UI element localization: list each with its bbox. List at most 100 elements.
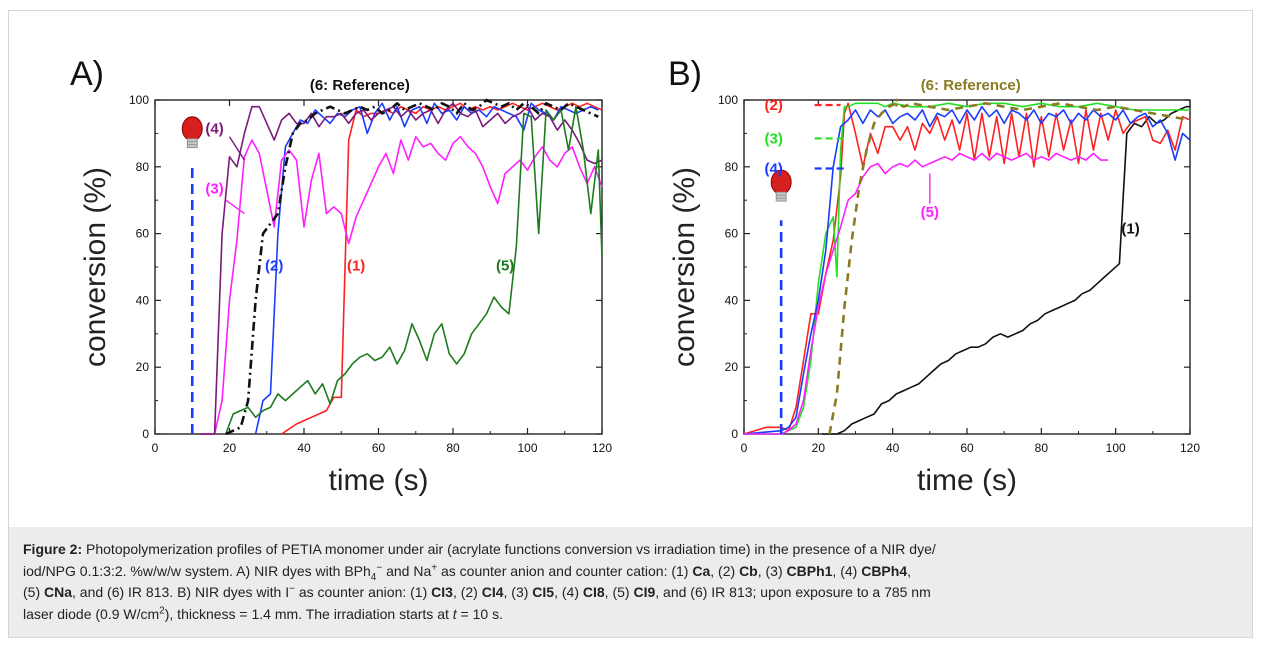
- y-tick-label: 40: [725, 293, 739, 307]
- caption-text-2b: and Na: [382, 562, 432, 579]
- series-annotation: (4): [765, 160, 783, 177]
- caption-sep: , (2): [452, 584, 482, 600]
- y-tick-label: 20: [725, 360, 739, 374]
- series-line: [199, 102, 603, 435]
- dye-name: CI8: [582, 584, 605, 600]
- series-line: [225, 98, 599, 436]
- x-tick-label: 120: [1180, 441, 1200, 455]
- caption-text-3a: (5): [23, 584, 44, 600]
- dye-name: CNa: [44, 584, 73, 600]
- series-annotation: (5): [496, 257, 514, 274]
- x-axis-label: time (s): [917, 464, 1017, 497]
- dye-name: Cb: [739, 562, 758, 579]
- caption-text-3c: as counter anion: (1): [294, 584, 432, 600]
- caption-sup: +: [431, 561, 438, 573]
- dye-name: CI4: [481, 584, 504, 600]
- y-tick-label: 0: [731, 427, 738, 441]
- dye-name: CBPh4: [861, 562, 908, 579]
- caption-sep: , (3): [503, 584, 533, 600]
- caption-text-3b: , and (6) IR 813. B) NIR dyes with I: [72, 584, 290, 600]
- x-tick-label: 0: [152, 441, 159, 455]
- x-tick-label: 120: [592, 441, 612, 455]
- y-tick-label: 20: [136, 360, 150, 374]
- series-line: [828, 102, 1191, 435]
- dye-name: CI9: [633, 584, 656, 600]
- caption-text-2c: as counter anion and counter cation: (1): [437, 562, 693, 579]
- y-tick-label: 100: [129, 93, 149, 107]
- annotation-pointer: [225, 199, 245, 215]
- y-tick-label: 100: [718, 93, 738, 107]
- caption-line-1: Figure 2: Photopolymerization profiles o…: [23, 539, 1238, 561]
- x-tick-label: 20: [812, 441, 826, 455]
- panel-a: A) 0 20 40 60 80 100 120 0 20 40 60 80 100 time (s) con…: [70, 55, 612, 497]
- panel-b: B) 0 20 40 60 80 100 120 0 20 40 60 80 100 time (s) con…: [668, 55, 1200, 497]
- caption-line-2: iod/NPG 0.1:3:2. %w/w/w system. A) NIR d…: [23, 561, 1238, 583]
- x-tick-label: 80: [1035, 441, 1049, 455]
- dye-name: CI3: [431, 584, 453, 600]
- y-tick-label: 60: [136, 227, 150, 241]
- caption-sep: , (3): [757, 562, 787, 579]
- caption-sub: 4: [370, 571, 377, 583]
- caption-italic-t: t: [452, 605, 457, 622]
- caption-sep: , (2): [710, 562, 740, 579]
- x-tick-label: 100: [517, 441, 537, 455]
- series-line: [281, 102, 603, 435]
- series-annotation: (1): [1121, 221, 1139, 238]
- x-tick-label: 100: [1106, 441, 1126, 455]
- x-tick-label: 20: [223, 441, 237, 455]
- series-annotation: (5): [921, 204, 939, 221]
- panel-label: B): [668, 55, 702, 93]
- panel-label: A): [70, 55, 104, 93]
- caption-sep: ,: [907, 562, 911, 579]
- caption-text-4a: laser diode (0.9 W/cm: [23, 605, 160, 622]
- caption-text-4b: ), thickness = 1.4 mm. The irradiation s…: [164, 605, 453, 622]
- plot-frame: [154, 99, 603, 435]
- bulb-base-icon: [186, 138, 198, 149]
- series-annotation: (2): [765, 97, 783, 114]
- figure-caption: Figure 2: Photopolymerization profiles o…: [9, 527, 1252, 637]
- y-tick-label: 0: [142, 427, 149, 441]
- dye-name: CBPh1: [786, 562, 833, 579]
- series-line: [254, 102, 599, 435]
- caption-line-3: (5) CNa, and (6) IR 813. B) NIR dyes wit…: [23, 582, 1238, 604]
- series-annotation: (1): [347, 257, 365, 274]
- dye-name: CI5: [532, 584, 555, 600]
- x-tick-label: 40: [297, 441, 311, 455]
- annotation-pointer: [228, 136, 245, 161]
- series-annotation: (2): [265, 257, 283, 274]
- caption-sep: , (4): [832, 562, 862, 579]
- y-axis-label: conversion (%): [79, 167, 112, 367]
- y-tick-label: 60: [725, 227, 739, 241]
- x-tick-label: 60: [960, 441, 974, 455]
- caption-sup: −: [376, 561, 383, 573]
- y-tick-label: 40: [136, 293, 150, 307]
- caption-text-3d: , and (6) IR 813; upon exposure to a 785…: [655, 584, 931, 600]
- series-annotation: (6: Reference): [310, 77, 410, 94]
- bulb-base-icon: [775, 191, 787, 202]
- series-annotation: (3): [205, 181, 223, 198]
- caption-line-4: laser diode (0.9 W/cm2), thickness = 1.4…: [23, 604, 1238, 626]
- x-tick-label: 0: [741, 441, 748, 455]
- plot-frame: [743, 99, 1191, 435]
- caption-sep: , (5): [604, 584, 634, 600]
- x-tick-label: 40: [886, 441, 900, 455]
- series-line: [822, 105, 1190, 435]
- x-tick-label: 80: [446, 441, 460, 455]
- y-tick-label: 80: [136, 160, 150, 174]
- y-tick-label: 80: [725, 160, 739, 174]
- x-axis-label: time (s): [329, 464, 429, 497]
- series-line: [199, 135, 603, 435]
- series-line: [743, 105, 1191, 435]
- dye-name: Ca: [692, 562, 711, 579]
- caption-sep: , (4): [554, 584, 583, 600]
- series-line: [743, 102, 1191, 435]
- caption-text-4c: = 10 s.: [456, 605, 503, 622]
- series-annotation: (6: Reference): [921, 77, 1021, 94]
- caption-sup: −: [289, 583, 295, 595]
- caption-text-2a: iod/NPG 0.1:3:2. %w/w/w system. A) NIR d…: [23, 562, 371, 579]
- caption-sup: 2: [159, 604, 165, 616]
- series-line: [744, 152, 1109, 435]
- y-axis-label: conversion (%): [668, 167, 701, 367]
- series-annotation: (3): [765, 130, 783, 147]
- caption-text-1: Photopolymerization profiles of PETIA mo…: [86, 541, 936, 557]
